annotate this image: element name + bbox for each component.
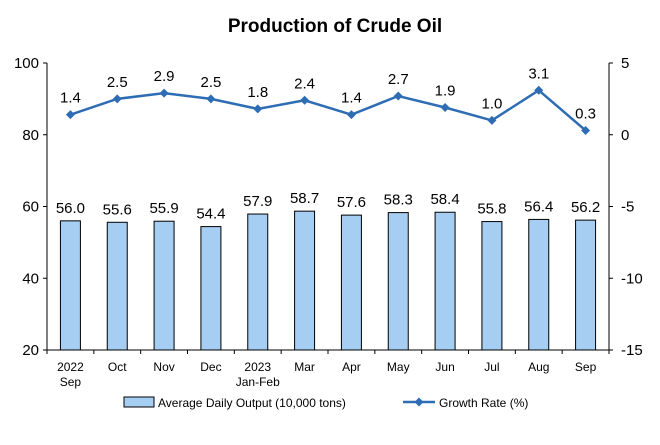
category-label: Jan-Feb [236,375,280,389]
growth-point-marker [534,85,544,95]
growth-value-label: 2.9 [154,68,175,85]
growth-value-label: 1.9 [435,82,456,99]
bar [387,212,409,351]
legend-line-marker [414,397,424,407]
category-label: Aug [528,360,549,374]
growth-point-marker [65,110,75,120]
category-label: Apr [342,360,361,374]
legend-bar-swatch [123,396,155,408]
category-label: May [387,360,410,374]
legend-bar-label: Average Daily Output (10,000 tons) [158,396,346,410]
category-label: Jul [484,360,499,374]
line-value-labels: 1.4 2.5 2.9 2.5 1.8 2.4 1.4 2.7 1.9 1.0 3.1 0.3 [60,65,596,122]
bar-value-label: 57.9 [243,193,272,210]
bar [434,211,456,351]
bar-series [59,210,597,351]
left-tick-label: 40 [22,270,39,287]
growth-value-label: 2.5 [107,74,128,91]
category-label: Sep [575,360,597,374]
bar-value-label: 57.6 [337,194,366,211]
bar [528,218,550,351]
right-tick-label: -10 [621,270,643,287]
growth-value-label: 1.4 [60,90,81,107]
bar [481,221,503,351]
growth-value-label: 2.5 [200,74,221,91]
bar-value-label: 58.4 [430,191,459,208]
axes: 20 40 60 80 100 -15 -10 -5 0 5 [14,55,643,359]
growth-point-marker [581,125,591,135]
bar-value-labels: 56.0 55.6 55.9 54.4 57.9 58.7 57.6 58.3 58.4 55.8… [56,190,600,222]
growth-point-marker [112,94,122,104]
bar-value-label: 56.0 [56,200,85,217]
bar-value-label: 58.3 [384,192,413,209]
growth-point-marker [440,102,450,112]
bar [59,220,81,351]
bar [200,226,222,351]
growth-value-label: 3.1 [528,65,549,82]
bar-value-label: 54.4 [196,206,225,223]
bar-value-label: 55.6 [103,201,132,218]
right-tick-label: 5 [621,55,629,72]
category-label: Oct [108,360,127,374]
legend: Average Daily Output (10,000 tons) Growt… [123,396,528,410]
left-tick-label: 100 [14,55,39,72]
growth-point-marker [206,94,216,104]
left-tick-label: 20 [22,342,39,359]
bar [106,221,128,351]
bar-value-label: 55.8 [477,201,506,218]
bar [247,213,269,351]
category-label: 2023 [244,360,271,374]
category-label: Nov [153,360,174,374]
left-tick-label: 60 [22,199,39,216]
category-label: Dec [200,360,221,374]
bar-value-label: 58.7 [290,190,319,207]
bar [153,220,175,351]
growth-line-series [65,85,591,135]
growth-point-marker [159,88,169,98]
growth-value-label: 1.4 [341,90,362,107]
legend-line-label: Growth Rate (%) [439,396,528,410]
category-label: Jun [435,360,454,374]
chart-title: Production of Crude Oil [228,16,442,37]
right-tick-label: -5 [621,199,634,216]
bar-value-label: 56.2 [571,199,600,216]
growth-point-marker [393,91,403,101]
bar [294,210,316,351]
category-label: Mar [294,360,315,374]
bar [340,214,362,351]
growth-value-label: 1.8 [247,84,268,101]
right-tick-label: -15 [621,342,643,359]
growth-point-marker [346,110,356,120]
bar [575,219,597,351]
growth-point-marker [253,104,263,114]
growth-point-marker [300,95,310,105]
growth-point-marker [487,115,497,125]
growth-value-label: 2.4 [294,75,315,92]
category-label: Sep [60,375,82,389]
right-tick-label: 0 [621,127,629,144]
left-tick-label: 80 [22,127,39,144]
growth-value-label: 0.3 [575,105,596,122]
bar-value-label: 56.4 [524,198,553,215]
growth-value-label: 2.7 [388,71,409,88]
growth-value-label: 1.0 [481,95,502,112]
category-label: 2022 [57,360,84,374]
bar-value-label: 55.9 [149,200,178,217]
growth-line [70,88,587,132]
